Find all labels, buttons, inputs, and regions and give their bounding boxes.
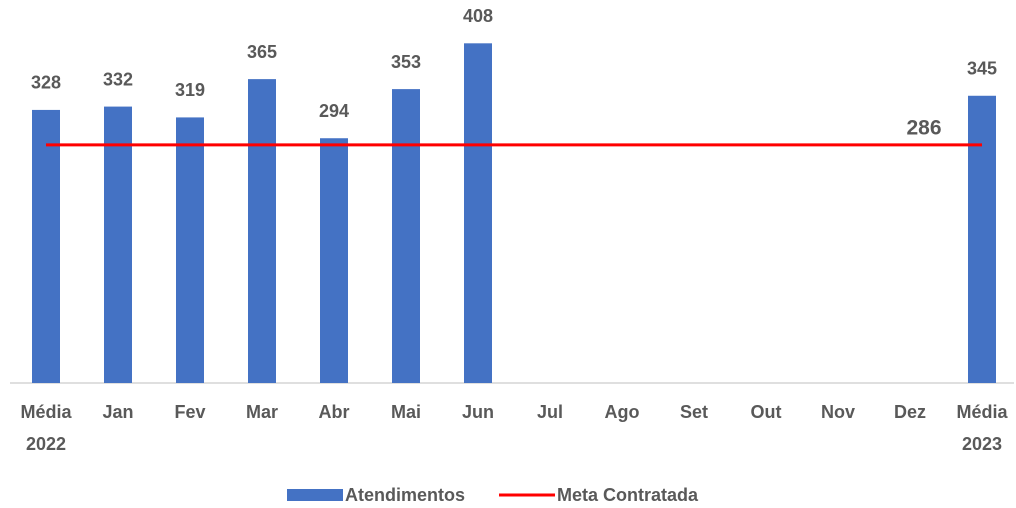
bar — [104, 106, 132, 383]
bar — [392, 89, 420, 383]
legend-label: Atendimentos — [345, 485, 465, 505]
x-tick-label: Fev — [174, 402, 206, 422]
x-tick-label: Jul — [536, 402, 563, 422]
data-label: 365 — [247, 42, 277, 62]
data-label: 332 — [103, 69, 133, 89]
x-tick-label: Nov — [820, 402, 855, 422]
data-label: 408 — [463, 6, 493, 26]
x-tick-label: Mar — [245, 402, 278, 422]
bar — [176, 117, 204, 384]
bar — [32, 109, 60, 383]
x-tick-label: Ago — [604, 402, 640, 422]
x-tick-label: Jun — [461, 402, 494, 422]
x-tick-label: Média 2022 — [20, 402, 72, 454]
x-tick-label: Dez — [893, 402, 926, 422]
x-tick-label: Média 2023 — [956, 402, 1008, 454]
data-label: 328 — [31, 73, 61, 93]
legend-label: Meta Contratada — [557, 485, 699, 505]
bar — [320, 138, 348, 383]
x-tick-label: Set — [679, 402, 708, 422]
bar — [968, 95, 996, 383]
legend-swatch — [287, 489, 343, 501]
bar — [464, 43, 492, 383]
data-label: 294 — [319, 101, 349, 121]
bar — [248, 79, 276, 384]
data-label: 286 — [906, 116, 941, 139]
x-tick-label: Abr — [318, 402, 350, 422]
data-label: 345 — [967, 59, 997, 79]
x-tick-label: Jan — [102, 402, 134, 422]
x-tick-label: Mai — [390, 402, 421, 422]
data-label: 353 — [391, 52, 421, 72]
x-tick-label: Out — [750, 402, 782, 422]
data-label: 319 — [175, 80, 205, 100]
